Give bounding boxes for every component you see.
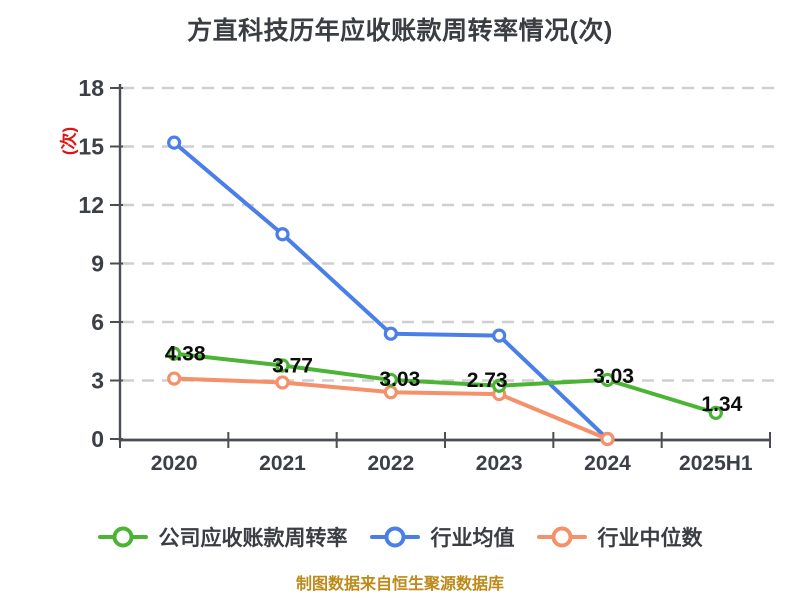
data-point-label: 4.38	[165, 343, 206, 366]
data-point-marker	[167, 135, 182, 150]
x-tick-label: 2020	[151, 452, 198, 475]
data-point-label: 3.77	[272, 354, 313, 377]
legend-label-industry-average: 行业均值	[430, 527, 515, 550]
data-point-marker	[167, 346, 182, 361]
data-point-marker	[600, 372, 615, 388]
data-point-marker	[492, 328, 507, 343]
data-point-marker	[600, 431, 615, 447]
line-circle-marker-icon	[369, 526, 420, 548]
data-point-label: 3.03	[379, 368, 420, 391]
circle-marker-icon	[551, 526, 572, 548]
data-point-marker	[383, 372, 398, 388]
y-tick-label: 12	[78, 192, 104, 218]
data-point-label: 1.34	[701, 393, 742, 416]
legend-item-industry-median: 行业中位数	[536, 522, 703, 552]
chart-legend: 公司应收账款周转率 行业均值 行业中位数	[0, 522, 800, 552]
page-title: 方直科技历年应收账款周转率情况(次)	[187, 17, 613, 45]
data-point-marker	[275, 375, 290, 390]
data-point-marker	[492, 378, 507, 393]
legend-item-company-turnover: 公司应收账款周转率	[97, 522, 348, 552]
data-point-marker	[383, 326, 398, 341]
data-source-note: 制图数据来自恒生聚源数据库	[295, 576, 504, 593]
data-point-label: 2.73	[467, 369, 508, 392]
data-point-marker	[167, 371, 182, 386]
data-point-marker	[708, 405, 723, 420]
x-tick-label: 2021	[259, 452, 306, 475]
x-tick-label: 2023	[476, 452, 523, 475]
legend-label-industry-median: 行业中位数	[597, 527, 703, 550]
y-tick-label: 9	[91, 251, 104, 277]
x-tick-label: 2025H1	[679, 452, 753, 475]
y-tick-label: 0	[91, 426, 104, 452]
data-point-marker	[275, 227, 290, 242]
circle-marker-icon	[112, 526, 133, 548]
x-tick-label: 2024	[584, 452, 631, 475]
line-circle-marker-icon	[97, 526, 148, 548]
circle-marker-icon	[384, 526, 405, 548]
y-tick-label: 3	[91, 368, 104, 394]
y-tick-label: 15	[78, 134, 104, 160]
data-point-marker	[275, 358, 290, 373]
line-circle-marker-icon	[536, 526, 587, 548]
y-tick-label: 6	[91, 309, 104, 335]
x-tick-label: 2022	[367, 452, 414, 475]
legend-item-industry-average: 行业均值	[369, 522, 515, 552]
legend-label-company-turnover: 公司应收账款周转率	[158, 527, 348, 550]
data-point-label: 3.03	[593, 365, 634, 388]
y-tick-label: 18	[78, 75, 104, 101]
series-line-0	[172, 351, 718, 415]
chart-canvas: 0 3 6 9 12 15 18 2020 2021 2022 2023 2024 2025H1 4.38…	[78, 75, 780, 475]
